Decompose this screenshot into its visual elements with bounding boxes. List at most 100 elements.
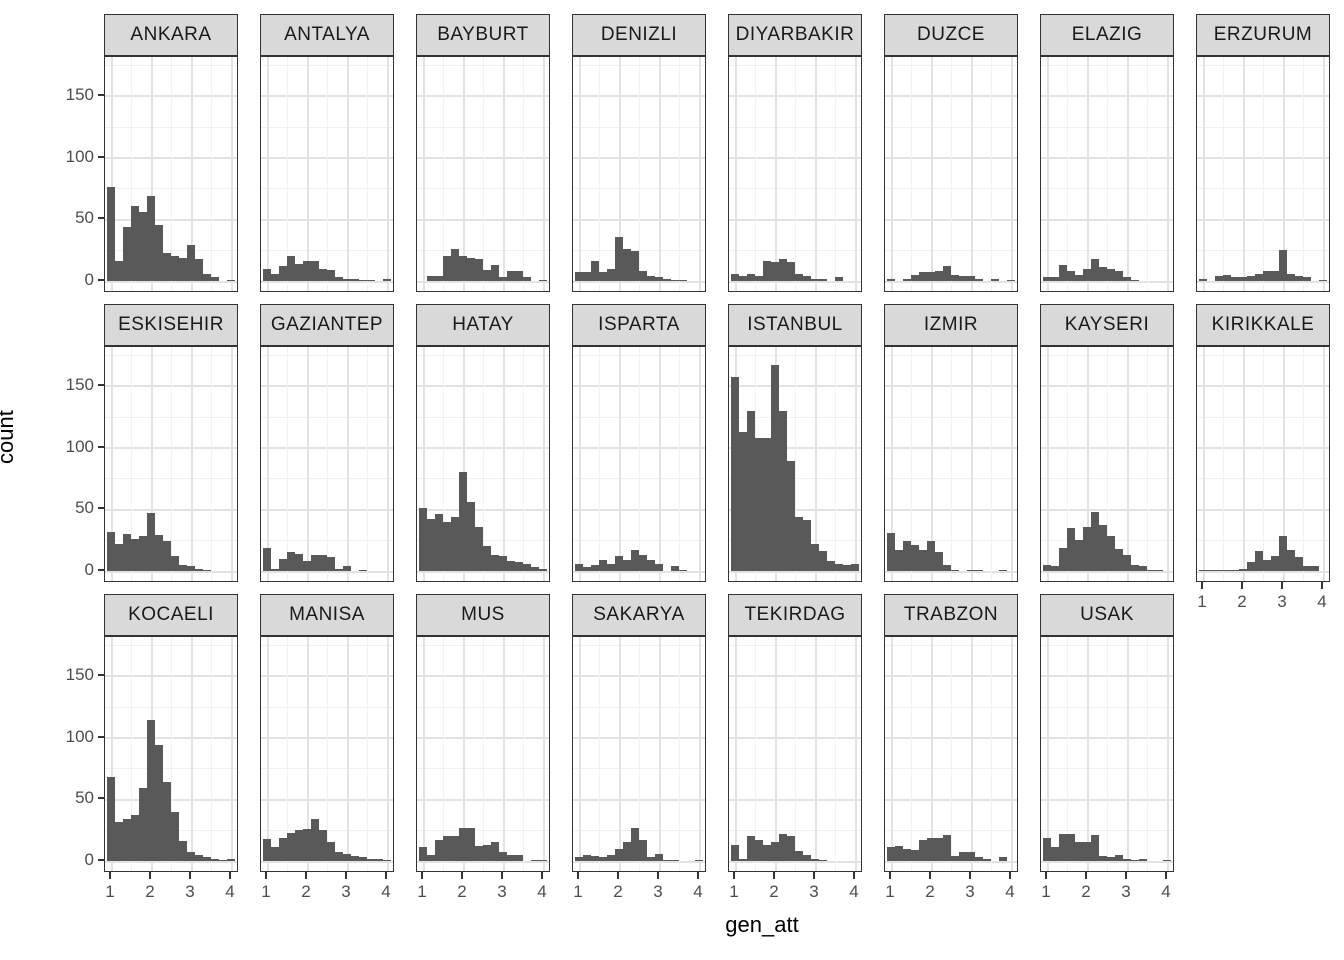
gridline-major-v — [890, 347, 893, 581]
x-tick-mark — [109, 872, 111, 879]
histogram-bar — [155, 535, 163, 571]
histogram-bar — [943, 835, 951, 861]
x-tick-label: 4 — [537, 882, 547, 901]
facet-strip-label: ISPARTA — [598, 314, 680, 335]
histogram-bar — [1231, 277, 1239, 281]
histogram-bar — [1215, 569, 1223, 571]
histogram-bar — [335, 852, 343, 861]
gridline-minor-v — [911, 347, 912, 581]
histogram-bar — [819, 859, 827, 861]
gridline-major-v — [734, 637, 737, 871]
histogram-bar — [279, 266, 287, 281]
facet-strip-antalya: ANTALYA — [260, 14, 394, 56]
gridline-major-v — [1046, 347, 1049, 581]
histogram-bar — [787, 262, 795, 281]
x-tick-mark — [345, 872, 347, 879]
y-tick-label: 0 — [84, 270, 94, 289]
gridline-major-v — [618, 347, 621, 581]
gridline-major-v — [150, 57, 153, 291]
histogram-bar — [679, 279, 687, 281]
facet-strip-kirikkale: KIRIKKALE — [1196, 304, 1330, 346]
histogram-bar — [1059, 833, 1067, 861]
facet-strip-label: TRABZON — [903, 604, 999, 625]
gridline-minor-v — [483, 347, 484, 581]
histogram-bar — [1295, 557, 1303, 571]
histogram-bar — [731, 844, 739, 861]
gridline-minor-v — [1147, 347, 1148, 581]
y-tick-mark — [98, 507, 104, 510]
histogram-bar — [419, 508, 427, 571]
histogram-bar — [219, 859, 227, 861]
histogram-bar — [599, 559, 607, 571]
histogram-bar — [903, 848, 911, 861]
histogram-bar — [343, 853, 351, 861]
histogram-bar — [1207, 569, 1215, 571]
x-tick-label: 4 — [381, 882, 391, 901]
gridline-major-v — [230, 347, 233, 581]
facet-panel-hatay — [416, 346, 550, 582]
x-tick-mark — [541, 872, 543, 879]
y-tick-mark — [98, 383, 104, 386]
gridline-minor-v — [523, 347, 524, 581]
facet-strip-isparta: ISPARTA — [572, 304, 706, 346]
gridline-minor-v — [1147, 637, 1148, 871]
facet-panel-kocaeli — [104, 636, 238, 872]
gridline-major-v — [1010, 347, 1013, 581]
y-tick-mark — [98, 569, 104, 571]
histogram-bar — [951, 569, 959, 571]
histogram-bar — [1059, 547, 1067, 571]
histogram-bar — [763, 437, 771, 571]
histogram-bar — [927, 837, 935, 861]
histogram-bar — [1043, 837, 1051, 861]
facet-panel-bayburt — [416, 56, 550, 292]
histogram-bar — [615, 236, 623, 281]
y-tick-label: 0 — [84, 560, 94, 579]
gridline-minor-v — [327, 637, 328, 871]
histogram-bar — [147, 513, 155, 571]
histogram-bar — [311, 819, 319, 861]
facet-strip-label: KAYSERI — [1064, 314, 1150, 335]
facet-panel-ankara — [104, 56, 238, 292]
histogram-bar — [819, 551, 827, 571]
x-tick-label: 4 — [1005, 882, 1015, 901]
gridline-minor-v — [835, 637, 836, 871]
facet-strip-tekirdag: TEKIRDAG — [728, 594, 862, 636]
gridline-minor-v — [171, 347, 172, 581]
y-tick-mark — [98, 279, 104, 281]
gridline-minor-v — [1263, 347, 1264, 581]
x-tick-mark — [813, 872, 815, 879]
x-tick-label: 3 — [341, 882, 351, 901]
histogram-bar — [583, 272, 591, 281]
x-tick-label: 2 — [925, 882, 935, 901]
histogram-bar — [1059, 264, 1067, 281]
x-tick-mark — [421, 872, 423, 879]
gridline-minor-v — [639, 637, 640, 871]
histogram-bar — [835, 277, 843, 281]
histogram-bar — [515, 271, 523, 281]
gridline-major-v — [578, 637, 581, 871]
x-tick-label: 3 — [1277, 592, 1287, 611]
gridline-major-v — [306, 347, 309, 581]
histogram-bar — [935, 552, 943, 571]
histogram-bar — [195, 258, 203, 281]
x-tick-label: 1 — [417, 882, 427, 901]
histogram-bar — [1131, 564, 1139, 571]
facet-strip-label: DIYARBAKIR — [735, 24, 855, 45]
x-tick-label: 1 — [885, 882, 895, 901]
gridline-minor-v — [951, 637, 952, 871]
histogram-bar — [1091, 835, 1099, 861]
x-tick-label: 3 — [185, 882, 195, 901]
x-tick-mark — [773, 872, 775, 879]
facet-strip-denizli: DENIZLI — [572, 14, 706, 56]
histogram-bar — [107, 187, 115, 281]
histogram-bar — [1123, 277, 1131, 281]
gridline-minor-v — [755, 57, 756, 291]
histogram-bar — [755, 437, 763, 571]
facet-strip-trabzon: TRABZON — [884, 594, 1018, 636]
x-tick-label: 3 — [965, 882, 975, 901]
histogram-bar — [575, 857, 583, 861]
histogram-bar — [1255, 273, 1263, 281]
histogram-bar — [475, 846, 483, 861]
gridline-minor-v — [523, 637, 524, 871]
histogram-bar — [631, 827, 639, 861]
